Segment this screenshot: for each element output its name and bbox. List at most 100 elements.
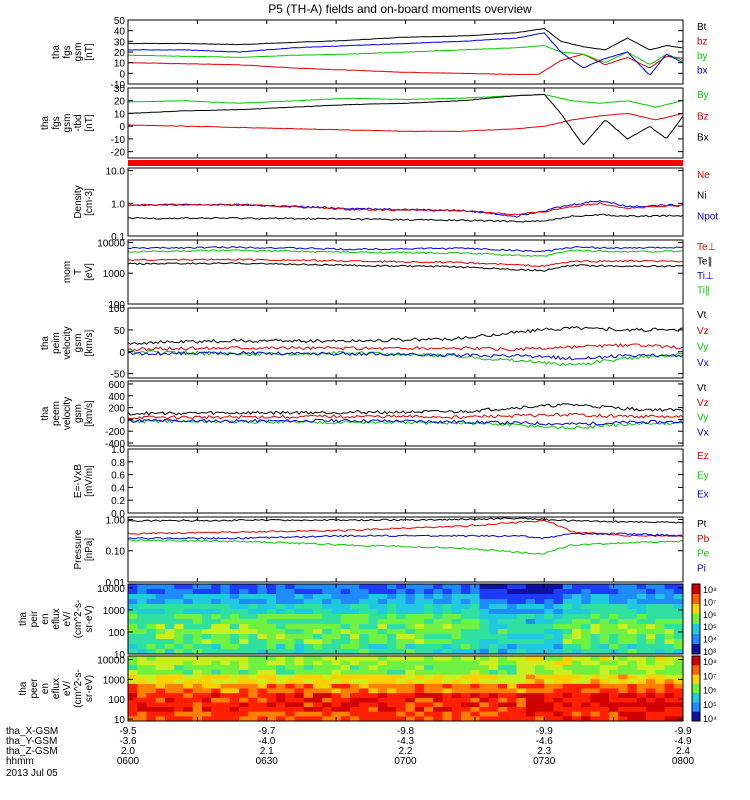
spectrogram-cell bbox=[673, 589, 684, 595]
spectrogram-cell bbox=[183, 702, 194, 708]
spectrogram-cell bbox=[331, 589, 342, 595]
spectrogram-cell bbox=[405, 697, 416, 703]
spectrogram-cell bbox=[350, 639, 360, 645]
legend-item: bx bbox=[697, 66, 708, 77]
spectrogram-cell bbox=[451, 716, 462, 722]
spectrogram-cell bbox=[655, 679, 665, 685]
spectrogram-cell bbox=[636, 674, 647, 680]
spectrogram-cell bbox=[664, 594, 675, 600]
spectrogram-cell bbox=[396, 599, 406, 605]
spectrogram-cell bbox=[433, 599, 443, 605]
spectrogram-cell bbox=[285, 629, 295, 635]
spectrogram-cell bbox=[544, 624, 554, 630]
spectrogram-cell bbox=[128, 639, 138, 645]
footer-value: -9.9 bbox=[536, 726, 554, 737]
spectrogram-cell bbox=[368, 599, 379, 605]
spectrogram-cell bbox=[442, 639, 453, 645]
spectrogram-cell bbox=[183, 624, 194, 630]
spectrogram-cell bbox=[488, 594, 499, 600]
spectrogram-cell bbox=[479, 660, 490, 666]
spectrogram-cell bbox=[313, 716, 323, 722]
spectrogram-cell bbox=[498, 669, 508, 676]
spectrogram-cell bbox=[183, 629, 194, 635]
spectrogram-cell bbox=[498, 614, 508, 620]
spectrogram-cell bbox=[673, 649, 684, 655]
spectrogram-cell bbox=[211, 619, 221, 625]
spectrogram-cell bbox=[664, 644, 675, 650]
spectrogram-cell bbox=[516, 711, 527, 717]
spectrogram-cell bbox=[451, 674, 462, 680]
y-axis-label-line: E=-VxB bbox=[73, 464, 84, 499]
spectrogram-cell bbox=[137, 679, 147, 685]
spectrogram-cell bbox=[340, 639, 351, 645]
spectrogram-cell bbox=[340, 619, 351, 625]
spectrogram-cell bbox=[350, 707, 360, 713]
spectrogram-cell bbox=[572, 665, 582, 671]
spectrogram-cell bbox=[451, 599, 462, 605]
spectrogram-cell bbox=[211, 688, 221, 694]
spectrogram-cell bbox=[211, 711, 221, 717]
spectrogram-cell bbox=[461, 634, 471, 640]
spectrogram-cell bbox=[174, 599, 184, 605]
spectrogram-cell bbox=[655, 711, 665, 717]
spectrogram-cell bbox=[229, 619, 240, 625]
legend-item: Bt bbox=[697, 22, 707, 33]
spectrogram-cell bbox=[535, 629, 545, 635]
spectrogram-cell bbox=[461, 702, 471, 708]
spectrogram-cell bbox=[266, 604, 277, 610]
spectrogram-cell bbox=[146, 649, 157, 655]
spectrogram-cell bbox=[479, 594, 490, 600]
spectrogram-cell bbox=[257, 688, 268, 694]
spectrogram-cell bbox=[155, 702, 166, 708]
spectrogram-cell bbox=[618, 594, 628, 600]
spectrogram-cell bbox=[553, 644, 564, 650]
spectrogram-cell bbox=[211, 679, 221, 685]
y-axis-label-line: T bbox=[73, 269, 84, 275]
spectrogram-cell bbox=[442, 629, 453, 635]
spectrogram-cell bbox=[461, 669, 471, 676]
spectrogram-cell bbox=[276, 599, 286, 605]
spectrogram-cell bbox=[525, 679, 536, 685]
spectrogram-cell bbox=[498, 716, 508, 722]
spectrogram-cell bbox=[303, 697, 314, 703]
spectrogram-cell bbox=[461, 584, 471, 590]
spectrogram-cell bbox=[183, 665, 194, 671]
spectrogram-cell bbox=[507, 614, 517, 620]
spectrogram-cell bbox=[609, 679, 619, 685]
spectrogram-cell bbox=[562, 665, 573, 671]
spectrogram-cell bbox=[618, 669, 628, 676]
spectrogram-cell bbox=[405, 649, 416, 655]
spectrogram-cell bbox=[322, 697, 332, 703]
spectrogram-cell bbox=[313, 649, 323, 655]
spectrogram-cell bbox=[313, 693, 323, 699]
spectrogram-cell bbox=[572, 711, 582, 717]
spectrogram-cell bbox=[424, 665, 434, 671]
spectrogram-cell bbox=[488, 683, 499, 689]
spectrogram-cell bbox=[581, 624, 591, 630]
spectrogram-cell bbox=[479, 599, 490, 605]
spectrogram-cell bbox=[174, 614, 184, 620]
colorbar-tick-label: 10⁴ bbox=[703, 635, 717, 645]
spectrogram-cell bbox=[368, 669, 379, 676]
spectrogram-cell bbox=[229, 688, 240, 694]
spectrogram-cell bbox=[544, 589, 554, 595]
spectrogram-cell bbox=[581, 716, 591, 722]
spectrogram-cell bbox=[516, 683, 527, 689]
spectrogram-cell bbox=[544, 660, 554, 666]
legend-item: Ni bbox=[697, 191, 706, 202]
spectrogram-cell bbox=[350, 702, 360, 708]
spectrogram-cell bbox=[165, 639, 175, 645]
spectrogram-cell bbox=[525, 711, 536, 717]
spectrogram-cell bbox=[516, 649, 527, 655]
spectrogram-cell bbox=[377, 629, 388, 635]
spectrogram-cell bbox=[544, 619, 554, 625]
series-line-Ni bbox=[127, 213, 684, 223]
spectrogram-cell bbox=[257, 624, 268, 630]
spectrogram-cell bbox=[165, 609, 175, 615]
spectrogram-cell bbox=[618, 604, 628, 610]
spectrogram-cell bbox=[636, 639, 647, 645]
spectrogram-cell bbox=[562, 656, 573, 662]
spectrogram-cell bbox=[572, 609, 582, 615]
spectrogram-cell bbox=[581, 660, 591, 666]
spectrogram-cell bbox=[377, 589, 388, 595]
